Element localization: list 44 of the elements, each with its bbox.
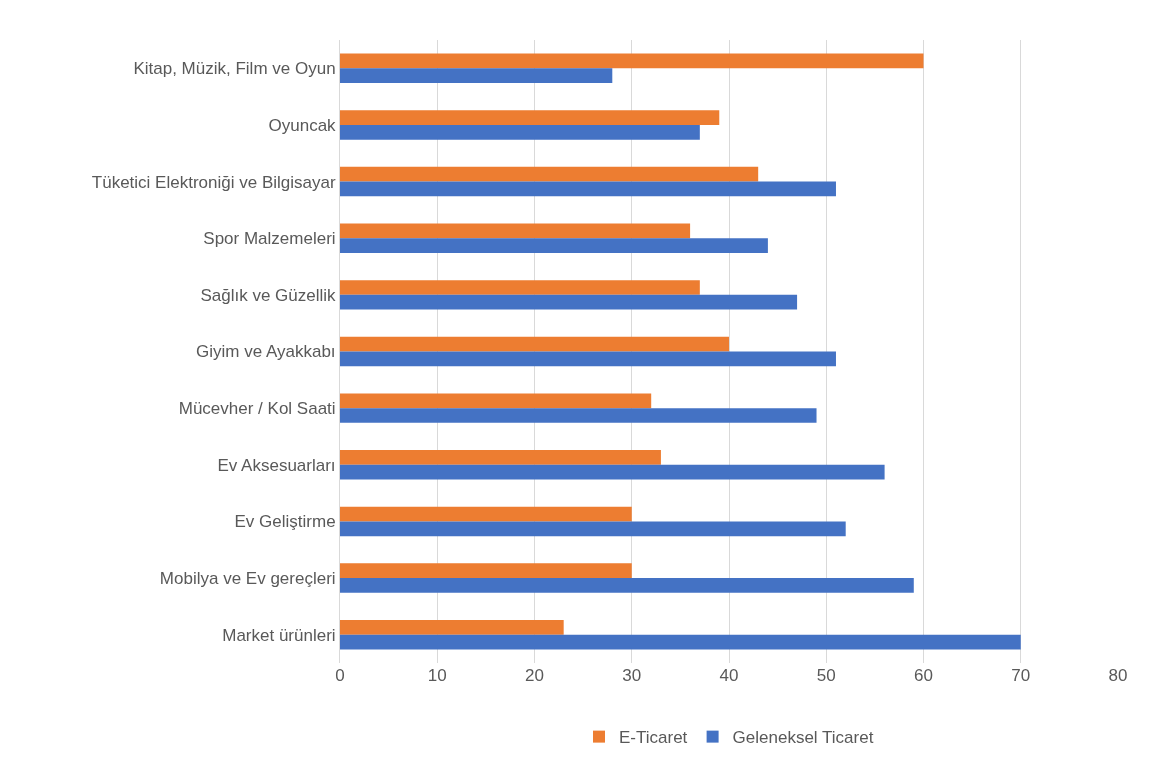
bar xyxy=(340,223,691,239)
y-tick-label: Oyuncak xyxy=(268,115,337,135)
y-tick-label: Ev Aksesuarları xyxy=(217,455,336,475)
x-tick-label: 70 xyxy=(1011,666,1031,685)
bar xyxy=(340,280,700,295)
x-tick-label: 60 xyxy=(914,666,933,685)
x-tick-label: 50 xyxy=(816,666,836,685)
bar xyxy=(340,124,700,140)
bar xyxy=(340,506,632,522)
x-tick-label: 80 xyxy=(1108,666,1128,685)
bar xyxy=(340,619,564,635)
bar xyxy=(340,53,924,69)
x-tick-label: 30 xyxy=(622,666,642,685)
y-tick-label: Mücevher / Kol Saati xyxy=(178,399,336,419)
bar xyxy=(340,166,759,182)
bar xyxy=(340,521,846,537)
y-tick-label: Mobilya ve Ev gereçleri xyxy=(159,569,336,588)
y-tick-label: Kitap, Müzik, Film ve Oyun xyxy=(133,59,336,79)
bar xyxy=(340,393,652,409)
bar xyxy=(340,464,885,480)
x-tick-label: 10 xyxy=(427,666,447,685)
bar xyxy=(340,181,836,197)
y-tick-label: Spor Malzemeleri xyxy=(203,229,336,249)
bar xyxy=(340,238,768,253)
bar xyxy=(340,68,613,84)
legend-label: Geleneksel Ticaret xyxy=(732,728,874,748)
bar xyxy=(340,408,817,423)
x-tick-label: 20 xyxy=(525,666,544,685)
bar xyxy=(340,634,1021,650)
bar xyxy=(340,351,836,367)
x-tick-label: 40 xyxy=(719,666,739,685)
bar xyxy=(340,563,632,579)
y-tick-label: Market ürünleri xyxy=(222,625,336,645)
y-tick-label: Ev Geliştirme xyxy=(234,512,336,532)
bar xyxy=(340,110,720,125)
bar xyxy=(340,294,798,310)
bar xyxy=(340,578,914,593)
y-tick-label: Tüketici Elektroniği ve Bilgisayar xyxy=(91,172,336,192)
x-tick-label: 0 xyxy=(335,666,345,685)
y-tick-label: Sağlık ve Güzellik xyxy=(200,285,337,305)
legend-label: E-Ticaret xyxy=(619,728,688,748)
bar xyxy=(340,450,661,465)
bar xyxy=(340,336,729,352)
y-tick-label: Giyim ve Ayakkabı xyxy=(196,342,336,362)
